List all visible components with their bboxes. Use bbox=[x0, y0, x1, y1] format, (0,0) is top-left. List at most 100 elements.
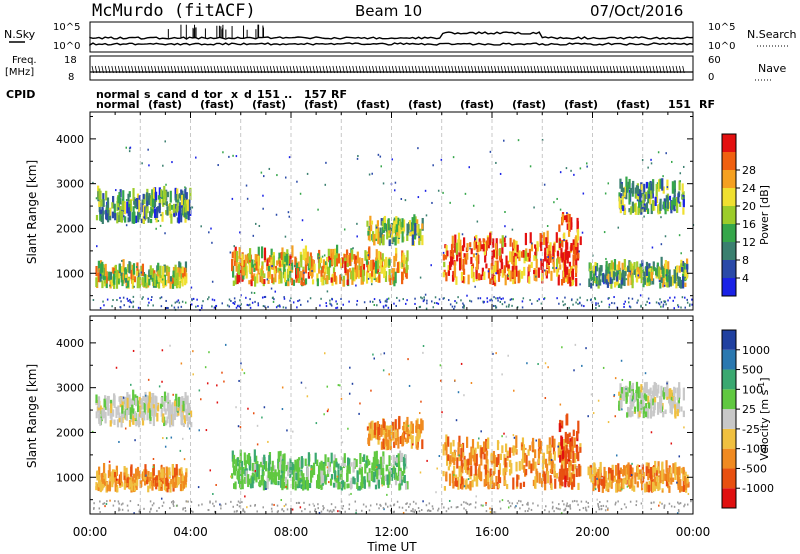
echo-cell bbox=[176, 205, 179, 213]
echo-cell bbox=[597, 475, 600, 488]
echo-cell bbox=[136, 277, 139, 289]
ground-cell bbox=[434, 296, 437, 299]
ground-cell bbox=[684, 306, 686, 309]
noise-cell bbox=[165, 183, 167, 186]
ground-cell bbox=[190, 303, 193, 306]
echo-cell bbox=[504, 480, 507, 485]
echo-cell bbox=[129, 398, 132, 407]
echo-cell bbox=[419, 424, 423, 434]
echo-cell bbox=[656, 478, 659, 489]
ground-cell bbox=[230, 500, 232, 503]
noise-cell bbox=[448, 499, 451, 502]
ground-cell bbox=[180, 305, 183, 308]
echo-cell bbox=[118, 264, 121, 272]
echo-cell bbox=[682, 387, 685, 401]
echo-cell bbox=[568, 467, 571, 478]
echo-cell bbox=[525, 455, 528, 467]
echo-cell bbox=[294, 459, 297, 470]
colorbar-swatch bbox=[722, 260, 736, 278]
ground-cell bbox=[420, 508, 423, 511]
echo-cell bbox=[546, 246, 549, 260]
echo-cell bbox=[626, 406, 630, 413]
echo-cell bbox=[154, 403, 157, 417]
echo-cell bbox=[569, 438, 572, 444]
echo-cell bbox=[263, 454, 266, 465]
echo-cell bbox=[378, 257, 381, 264]
echo-cell bbox=[485, 438, 488, 452]
echo-cell bbox=[356, 482, 359, 489]
echo-cell bbox=[654, 460, 657, 473]
echo-cell bbox=[537, 448, 541, 460]
echo-cell bbox=[250, 265, 253, 275]
ground-cell bbox=[457, 506, 459, 509]
echo-cell bbox=[483, 271, 486, 280]
noise-cell bbox=[216, 401, 219, 404]
echo-cell bbox=[509, 251, 512, 263]
echo-cell bbox=[98, 466, 101, 478]
echo-cell bbox=[568, 463, 571, 471]
ground-cell bbox=[336, 306, 339, 309]
echo-cell bbox=[101, 483, 104, 489]
echo-cell bbox=[566, 223, 569, 230]
echo-cell bbox=[406, 250, 409, 262]
echo-cell bbox=[572, 245, 576, 254]
noise-cell bbox=[244, 495, 246, 498]
ground-cell bbox=[555, 507, 558, 510]
echo-cell bbox=[285, 253, 288, 266]
echo-cell bbox=[294, 481, 297, 491]
echo-cell bbox=[107, 209, 110, 216]
noise-cell bbox=[160, 484, 163, 487]
echo-cell bbox=[263, 273, 266, 279]
echo-cell bbox=[470, 248, 473, 255]
echo-cell bbox=[444, 244, 447, 249]
echo-cell bbox=[162, 265, 165, 278]
noise-cell bbox=[238, 379, 240, 382]
noise-cell bbox=[418, 236, 420, 239]
ground-cell bbox=[348, 503, 351, 506]
noise-cell bbox=[559, 171, 562, 174]
echo-cell bbox=[565, 444, 568, 458]
echo-cell bbox=[328, 260, 332, 268]
echo-cell bbox=[166, 206, 169, 216]
ground-cell bbox=[457, 296, 459, 299]
echo-cell bbox=[378, 274, 381, 283]
ground-cell bbox=[585, 509, 588, 512]
echo-cell bbox=[184, 472, 188, 483]
echo-cell bbox=[548, 244, 551, 255]
echo-cell bbox=[184, 188, 187, 199]
echo-cell bbox=[659, 470, 662, 484]
echo-cell bbox=[125, 409, 128, 421]
ground-cell bbox=[322, 505, 324, 508]
noise-tick-left-bottom: 10^0 bbox=[53, 41, 80, 52]
noise-cell bbox=[168, 474, 171, 477]
echo-cell bbox=[117, 405, 120, 415]
echo-cell bbox=[551, 435, 554, 448]
echo-cell bbox=[326, 275, 329, 284]
echo-cell bbox=[288, 466, 291, 475]
echo-cell bbox=[118, 474, 122, 486]
noise-cell bbox=[239, 299, 241, 302]
echo-cell bbox=[561, 252, 564, 261]
echo-cell bbox=[316, 459, 319, 467]
ground-cell bbox=[500, 298, 503, 301]
noise-cell bbox=[658, 504, 660, 507]
noise-cell bbox=[327, 408, 329, 411]
echo-cell bbox=[180, 213, 183, 223]
echo-cell bbox=[302, 248, 305, 260]
noise-cell bbox=[559, 208, 562, 211]
echo-cell bbox=[573, 437, 576, 448]
echo-cell bbox=[486, 474, 489, 485]
echo-cell bbox=[575, 258, 578, 268]
echo-cell bbox=[354, 255, 357, 260]
echo-cell bbox=[147, 485, 150, 493]
ground-cell bbox=[275, 306, 278, 309]
ground-cell bbox=[379, 301, 382, 304]
noise-cell bbox=[372, 353, 374, 356]
echo-cell bbox=[272, 255, 275, 267]
ground-cell bbox=[238, 505, 241, 508]
echo-cell bbox=[669, 467, 672, 476]
echo-cell bbox=[381, 220, 384, 227]
noise-cell bbox=[285, 485, 287, 488]
echo-cell bbox=[548, 437, 551, 449]
